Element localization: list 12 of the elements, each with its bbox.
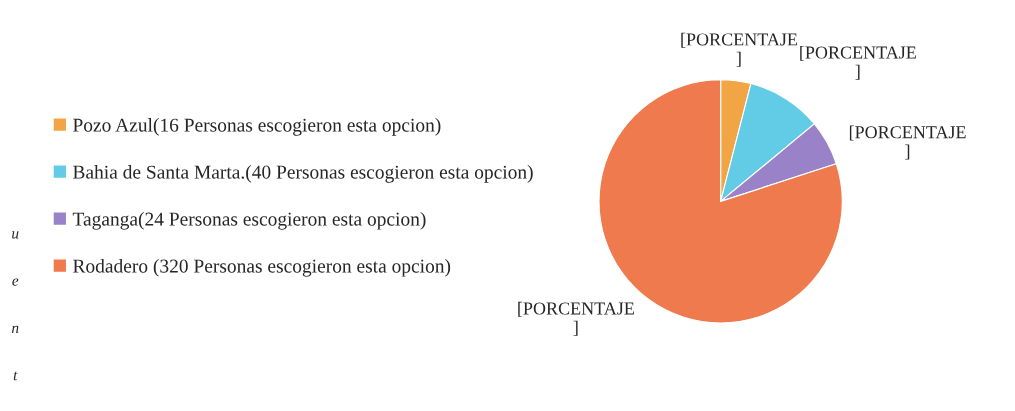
legend-label: Rodadero (320 Personas escogieron esta opcion) <box>73 258 451 277</box>
legend-label: Pozo Azul(16 Personas escogieron esta opcion) <box>73 118 441 136</box>
data-label: [PORCENTAJE ] <box>800 45 916 80</box>
legend-label: Bahia de Santa Marta.(40 Personas escogieron esta opcion) <box>73 165 533 183</box>
text: n <box>11 325 19 333</box>
legend-label: Taganga(24 Personas escogieron esta opcion) <box>72 211 426 230</box>
data-label: [PORCENTAJE ] <box>849 125 966 160</box>
text: e <box>12 278 19 286</box>
text: u <box>12 231 19 239</box>
text: t <box>13 371 18 381</box>
data-label: [PORCENTAJE ] <box>681 32 798 67</box>
data-label: [PORCENTAJE ] <box>518 301 634 336</box>
